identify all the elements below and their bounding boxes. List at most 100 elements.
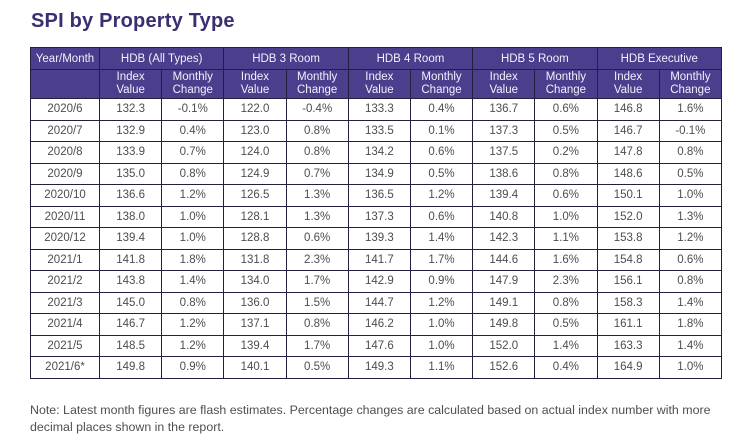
cell-index-value: 137.1 (223, 313, 287, 336)
table-row: 2020/8 133.9 0.7% 124.0 0.8% 134.2 0.6% 137.5 0.… (30, 141, 723, 164)
cell-index-value: 136.7 (472, 98, 536, 121)
cell-monthly-change: 0.4% (409, 98, 474, 121)
cell-monthly-change: 0.9% (409, 270, 474, 293)
group-header-row: Year/Month HDB (All Types) HDB 3 Room HD… (30, 47, 722, 70)
cell-index-value: 149.3 (347, 356, 411, 379)
cell-monthly-change: 0.8% (534, 291, 598, 314)
cell-monthly-change: 1.2% (658, 227, 723, 250)
cell-index-value: 137.3 (472, 119, 536, 142)
cell-index-value: 149.8 (98, 356, 163, 379)
cell-index-value: 141.8 (98, 248, 163, 271)
cell-monthly-change: 1.7% (409, 248, 474, 271)
cell-monthly-change: 1.4% (658, 291, 723, 314)
cell-index-value: 143.8 (98, 270, 163, 293)
cell-monthly-change: 0.5% (285, 356, 349, 379)
cell-index-value: 164.9 (596, 356, 660, 379)
cell-monthly-change: 1.4% (161, 270, 225, 293)
cell-monthly-change: 1.0% (658, 184, 723, 207)
cell-monthly-change: 0.9% (161, 356, 225, 379)
cell-monthly-change: 0.6% (285, 227, 349, 250)
cell-index-value: 142.3 (472, 227, 536, 250)
cell-monthly-change: 1.0% (409, 334, 474, 357)
row-year-month: 2021/3 (30, 291, 100, 314)
cell-index-value: 124.9 (223, 162, 287, 185)
table-row: 2021/6* 149.8 0.9% 140.1 0.5% 149.3 1.1% 152.6 0… (30, 356, 723, 379)
cell-monthly-change: 0.8% (658, 270, 723, 293)
cell-index-value: 136.0 (223, 291, 287, 314)
cell-index-value: 132.9 (98, 119, 163, 142)
cell-monthly-change: 1.6% (534, 248, 598, 271)
col-header-year-month: Year/Month (30, 47, 100, 70)
sub-header-empty (30, 69, 100, 99)
cell-monthly-change: 1.8% (658, 313, 723, 336)
cell-index-value: 145.0 (98, 291, 163, 314)
cell-index-value: 138.6 (472, 162, 536, 185)
cell-index-value: 141.7 (347, 248, 411, 271)
cell-index-value: 152.0 (596, 205, 660, 228)
cell-monthly-change: -0.4% (285, 98, 349, 121)
cell-monthly-change: 1.1% (534, 227, 598, 250)
cell-monthly-change: 1.4% (534, 334, 598, 357)
table-row: 2020/10 136.6 1.2% 126.5 1.3% 136.5 1.2% 139.4 0… (30, 184, 723, 207)
cell-index-value: 133.9 (98, 141, 163, 164)
cell-monthly-change: 1.2% (161, 184, 225, 207)
cell-monthly-change: 0.6% (658, 248, 723, 271)
group-header-hdb-5-room: HDB 5 Room (472, 47, 598, 70)
cell-index-value: 124.0 (223, 141, 287, 164)
cell-monthly-change: -0.1% (658, 119, 723, 142)
cell-monthly-change: 1.0% (161, 227, 225, 250)
cell-index-value: 146.8 (596, 98, 660, 121)
row-year-month: 2020/7 (30, 119, 100, 142)
cell-index-value: 156.1 (596, 270, 660, 293)
cell-index-value: 144.6 (472, 248, 536, 271)
sub-header-row: Index Value Monthly Change Index Value M… (30, 69, 723, 99)
row-year-month: 2021/6* (30, 356, 100, 379)
cell-monthly-change: 0.6% (534, 184, 598, 207)
cell-index-value: 152.6 (472, 356, 536, 379)
cell-index-value: 139.3 (347, 227, 411, 250)
cell-index-value: 132.3 (98, 98, 163, 121)
subheader-monthly-change: Monthly Change (658, 69, 723, 99)
cell-monthly-change: 1.2% (161, 313, 225, 336)
spi-property-type-table: Year/Month HDB (All Types) HDB 3 Room HD… (30, 47, 723, 379)
cell-monthly-change: 1.4% (409, 227, 474, 250)
cell-index-value: 137.5 (472, 141, 536, 164)
cell-monthly-change: 1.0% (161, 205, 225, 228)
cell-index-value: 133.3 (347, 98, 411, 121)
cell-monthly-change: 1.2% (161, 334, 225, 357)
cell-index-value: 147.9 (472, 270, 536, 293)
cell-index-value: 134.0 (223, 270, 287, 293)
cell-index-value: 154.8 (596, 248, 660, 271)
subheader-index-value: Index Value (472, 69, 536, 99)
cell-monthly-change: -0.1% (161, 98, 225, 121)
table-row: 2021/4 146.7 1.2% 137.1 0.8% 146.2 1.0% 149.8 0.… (30, 313, 723, 336)
cell-index-value: 148.5 (98, 334, 163, 357)
cell-index-value: 146.7 (596, 119, 660, 142)
cell-monthly-change: 0.2% (534, 141, 598, 164)
cell-monthly-change: 1.3% (658, 205, 723, 228)
subheader-index-value: Index Value (223, 69, 287, 99)
table-row: 2021/1 141.8 1.8% 131.8 2.3% 141.7 1.7% 144.6 1.… (30, 248, 723, 271)
cell-index-value: 134.2 (347, 141, 411, 164)
cell-monthly-change: 1.3% (285, 205, 349, 228)
table-row: 2020/9 135.0 0.8% 124.9 0.7% 134.9 0.5% 138.6 0.… (30, 162, 723, 185)
cell-monthly-change: 1.8% (161, 248, 225, 271)
cell-monthly-change: 2.3% (534, 270, 598, 293)
cell-index-value: 123.0 (223, 119, 287, 142)
group-header-hdb-executive: HDB Executive (596, 47, 722, 70)
cell-monthly-change: 1.0% (658, 356, 723, 379)
cell-index-value: 122.0 (223, 98, 287, 121)
cell-monthly-change: 1.6% (658, 98, 723, 121)
subheader-monthly-change: Monthly Change (161, 69, 225, 99)
cell-monthly-change: 1.0% (534, 205, 598, 228)
cell-index-value: 140.1 (223, 356, 287, 379)
cell-monthly-change: 0.5% (534, 313, 598, 336)
row-year-month: 2021/4 (30, 313, 100, 336)
cell-monthly-change: 0.4% (161, 119, 225, 142)
cell-monthly-change: 0.6% (409, 205, 474, 228)
row-year-month: 2021/1 (30, 248, 100, 271)
subheader-index-value: Index Value (596, 69, 660, 99)
cell-monthly-change: 0.6% (409, 141, 474, 164)
cell-monthly-change: 0.8% (534, 162, 598, 185)
table-row: 2021/3 145.0 0.8% 136.0 1.5% 144.7 1.2% 149.1 0.… (30, 291, 723, 314)
